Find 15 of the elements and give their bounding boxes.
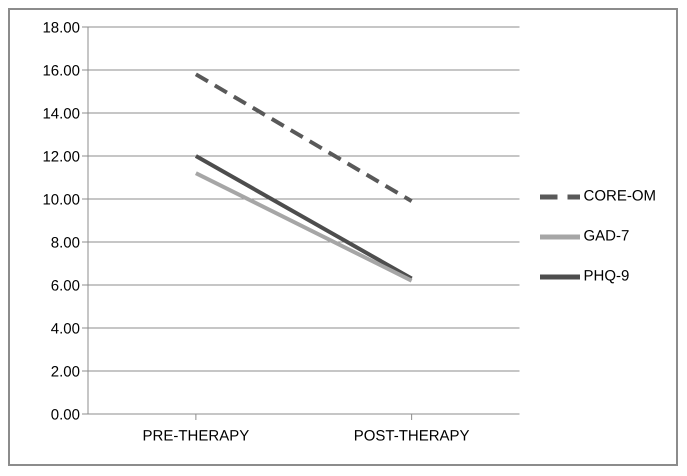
y-tick-label: 0.00 xyxy=(50,406,80,424)
y-tick-label: 14.00 xyxy=(42,105,80,122)
legend-label: CORE-OM xyxy=(584,188,656,205)
x-tick-label: PRE-THERAPY xyxy=(142,428,250,445)
legend-label: PHQ-9 xyxy=(584,268,630,285)
x-tick-label: POST-THERAPY xyxy=(354,428,470,445)
y-tick-label: 8.00 xyxy=(50,234,80,252)
y-tick-label: 6.00 xyxy=(50,277,80,294)
y-tick-label: 16.00 xyxy=(42,62,80,80)
y-tick-label: 10.00 xyxy=(42,191,80,208)
legend-label: GAD-7 xyxy=(584,228,630,245)
y-tick-label: 12.00 xyxy=(42,148,80,166)
y-tick-label: 18.00 xyxy=(42,19,80,36)
y-tick-label: 2.00 xyxy=(50,363,80,380)
y-tick-label: 4.00 xyxy=(50,320,80,338)
